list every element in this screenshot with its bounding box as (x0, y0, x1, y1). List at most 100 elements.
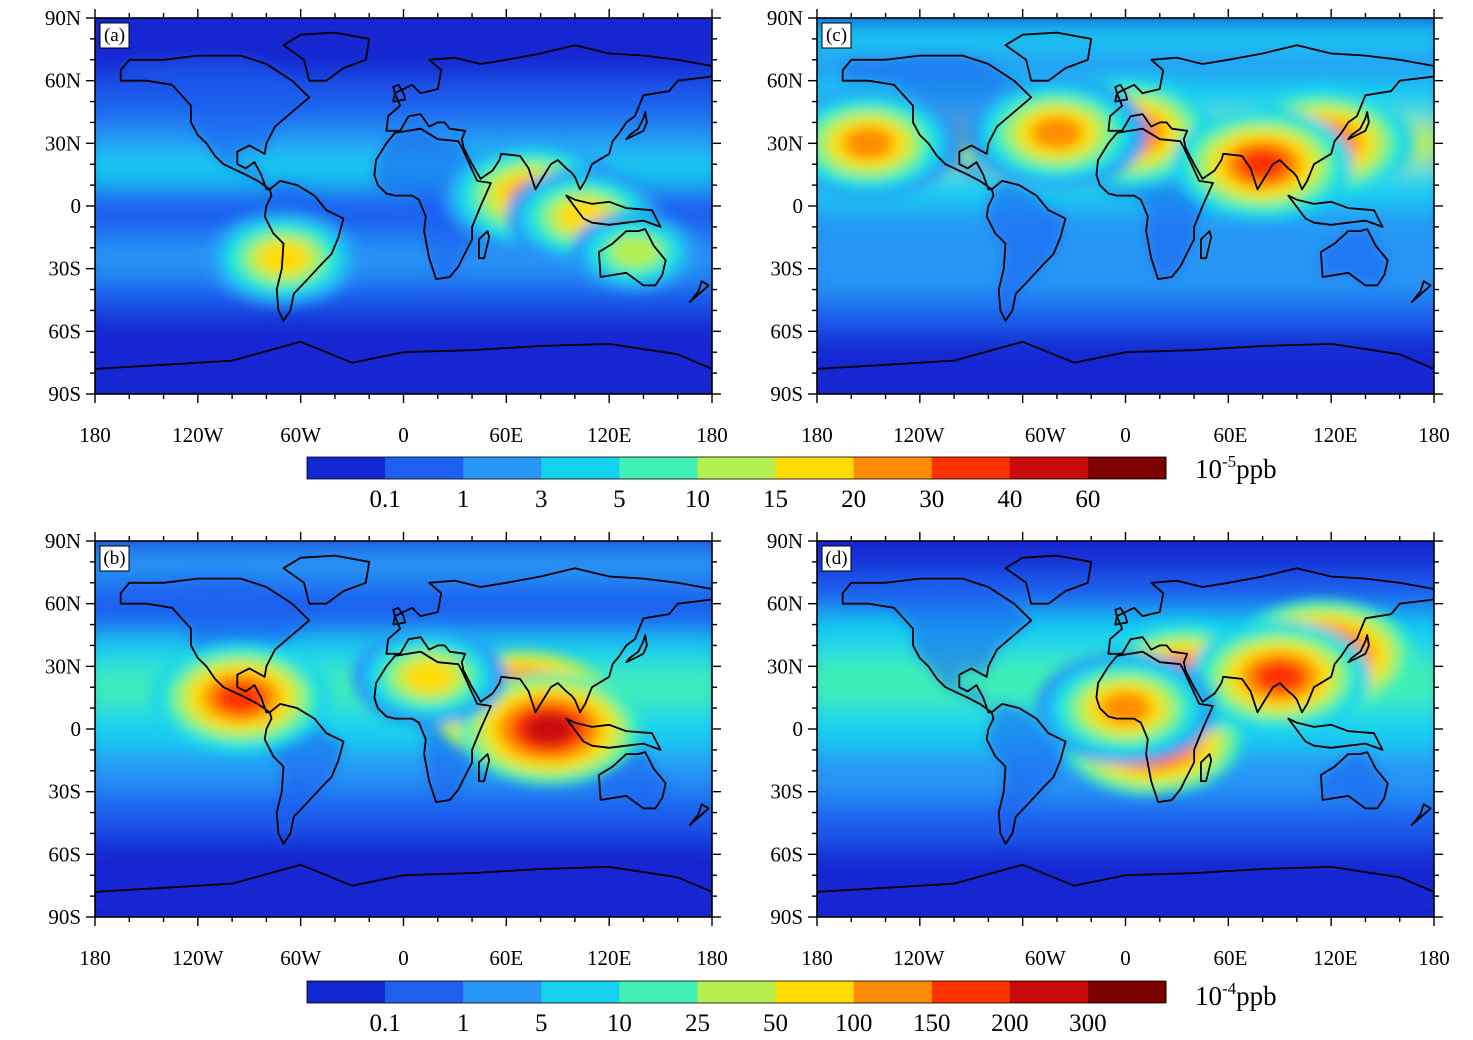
hotspot-contour (843, 127, 894, 160)
hotspot-contour (1100, 692, 1151, 725)
latitude-band (817, 331, 1434, 394)
axes: 90N 60N 30N 0 30S 60S 90S 180 120W 60W 0 60E 120E 180 (767, 6, 1450, 447)
lat-tick-label: 30S (48, 780, 81, 804)
coastline-africa (1095, 650, 1214, 803)
coastline-japan (625, 634, 648, 664)
lat-tick-label: 30S (48, 257, 81, 281)
lon-tick-label: 180 (1418, 423, 1450, 447)
lon-tick-label: 180 (801, 423, 833, 447)
coastline-northAmerica (841, 577, 1033, 714)
coastlines (817, 554, 1434, 917)
colorbar-label: 5 (535, 1010, 548, 1037)
colorbar-label: 300 (1069, 1010, 1107, 1037)
colorbar-label: 5 (613, 486, 626, 513)
lat-tick-label: 0 (793, 717, 804, 741)
coastline-greenland (282, 31, 371, 82)
hotspot-contour (1254, 660, 1305, 693)
lon-tick-label: 120E (1313, 423, 1357, 447)
panel-tag: (b) (99, 545, 130, 572)
lat-tick-label: 90N (767, 529, 803, 553)
colorbar-label: 100 (835, 1010, 873, 1037)
coastline-madagascar (478, 230, 491, 260)
colorbar-swatch (541, 981, 620, 1003)
coastline-australia (1320, 228, 1389, 287)
colorbar-unit: 10-5ppb (1195, 452, 1277, 484)
coastline-eurasia (1107, 44, 1434, 191)
concentration-field (817, 18, 1434, 394)
colorbar-swatch (1087, 981, 1167, 1003)
colorbar-swatch (463, 981, 542, 1003)
panel-tag-text: (d) (825, 548, 847, 569)
coastline-uk (392, 83, 407, 103)
colorbar-swatch (307, 981, 386, 1003)
colorbar-unit: 10-4ppb (1195, 979, 1277, 1011)
land-tint-southAmerica (986, 180, 1066, 321)
colorbar-swatch (931, 457, 1011, 479)
coastline-greenland (1004, 31, 1093, 82)
map-panels: 90N 60N 30N 0 30S 60S 90S 180 120W 60W 0 60E 120E 180… (45, 6, 1450, 970)
colorbar-label: 0.1 (369, 1010, 400, 1037)
colorbar-label: 150 (913, 1010, 951, 1037)
land-tint-southAmerica (986, 703, 1066, 844)
coastlines (95, 554, 712, 917)
lon-tick-label: 60E (1213, 946, 1247, 970)
map-panel-a: 90N 60N 30N 0 30S 60S 90S 180 120W 60W 0 60E 120E 180… (45, 6, 728, 447)
lon-tick-label: 0 (398, 946, 409, 970)
land-tint-northAmerica (842, 578, 1032, 713)
hotspot-contour (404, 660, 455, 693)
coastline-antarctica (95, 340, 712, 394)
lon-tick-label: 180 (696, 946, 728, 970)
coastline-australia (1320, 751, 1389, 810)
coastline-madagascar (1200, 230, 1213, 260)
lat-tick-label: 60S (770, 319, 803, 343)
colorbar-label: 1 (457, 1010, 470, 1037)
coastline-uk (1114, 606, 1129, 626)
colorbar-swatch (931, 981, 1011, 1003)
lon-tick-label: 120W (893, 946, 945, 970)
lat-tick-label: 60N (767, 69, 803, 93)
colorbar-swatch (307, 457, 386, 479)
lon-tick-label: 0 (398, 423, 409, 447)
colorbar-label: 10 (607, 1010, 632, 1037)
coastline-southAmerica (263, 703, 345, 845)
panel-tag-box (821, 22, 852, 49)
coastline-africa (373, 650, 492, 803)
map-panel-b: 90N 60N 30N 0 30S 60S 90S 180 120W 60W 0 60E 120E 180… (45, 529, 728, 970)
colorbar-swatch (385, 981, 464, 1003)
lon-tick-label: 180 (79, 946, 111, 970)
colorbar-swatch (1087, 457, 1167, 479)
lon-tick-label: 120W (893, 423, 945, 447)
panel-tag: (a) (99, 22, 130, 49)
unit-exponent: -5 (1222, 452, 1236, 471)
hotspot-contour (609, 235, 660, 268)
lat-tick-label: 90S (48, 905, 81, 929)
lat-tick-label: 30N (767, 654, 803, 678)
lat-tick-label: 30N (767, 131, 803, 155)
lon-tick-label: 120E (1313, 946, 1357, 970)
lon-tick-label: 0 (1120, 423, 1131, 447)
colorbar-swatch (853, 981, 933, 1003)
lat-tick-label: 30N (45, 131, 81, 155)
axes: 90N 60N 30N 0 30S 60S 90S 180 120W 60W 0 60E 120E 180 (767, 529, 1450, 970)
land-tint-australia (1320, 229, 1388, 286)
coastline-eurasia (385, 567, 712, 714)
lat-tick-label: 90S (48, 382, 81, 406)
coastline-indonesia (1287, 194, 1384, 228)
coastline-southAmerica (985, 703, 1067, 845)
panel-tag-text: (b) (103, 548, 125, 569)
lon-tick-label: 180 (1418, 946, 1450, 970)
colorbar-label: 30 (919, 486, 944, 513)
coastline-newZealand (1410, 803, 1432, 826)
latitude-band (95, 541, 712, 583)
coastlines (817, 31, 1434, 394)
concentration-field (95, 541, 712, 917)
coastline-antarctica (95, 863, 712, 917)
panel-tag-box (99, 545, 130, 572)
lat-tick-label: 60S (770, 842, 803, 866)
colorbar-label: 50 (763, 1010, 788, 1037)
colorbar-frame (306, 980, 1167, 1004)
lon-tick-label: 180 (696, 423, 728, 447)
colorbar-swatch (385, 457, 464, 479)
